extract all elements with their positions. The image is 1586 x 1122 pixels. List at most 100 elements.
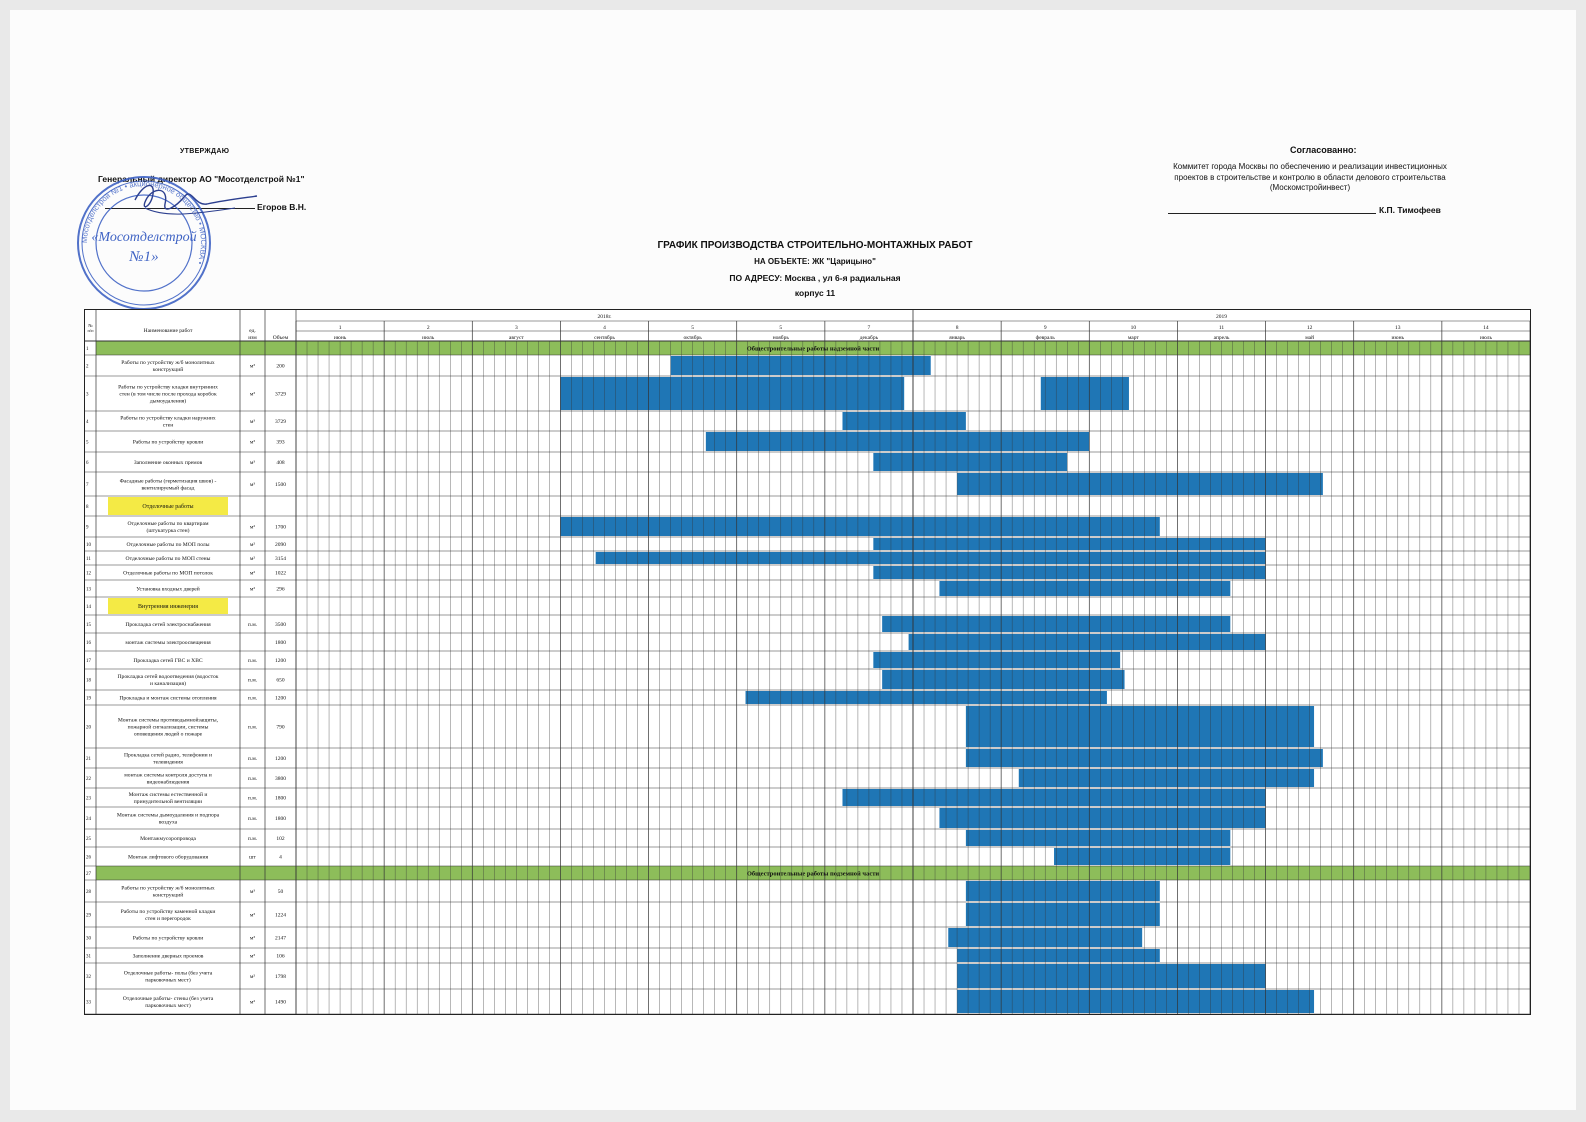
gantt-bar <box>965 706 1315 747</box>
gantt-bar <box>873 566 1266 579</box>
section-title: Общестроительные работы надземной части <box>747 346 880 353</box>
row-number: 33 <box>86 1001 92 1006</box>
work-name: стен и перегородок <box>145 916 191 922</box>
gantt-bar <box>965 881 1160 901</box>
work-unit: п.м. <box>248 622 258 628</box>
gantt-bar <box>1040 377 1129 410</box>
work-volume: 1800 <box>275 796 286 802</box>
agree-signature-line <box>1168 213 1376 214</box>
subsection-highlight <box>108 497 228 515</box>
gantt-bar <box>873 538 1266 550</box>
month-number: 13 <box>1395 325 1401 331</box>
work-volume: 1800 <box>275 816 286 822</box>
approve-name: Егоров В.Н. <box>257 202 307 212</box>
gantt-chart: №п/п Наименование работ ед.изм Объем 2018г. 2… <box>84 309 1531 1015</box>
work-unit: м³ <box>250 392 255 398</box>
subsection-title: Внутренняя инженерия <box>138 604 198 610</box>
gantt-bar <box>842 789 1266 806</box>
row-number: 15 <box>86 623 92 628</box>
work-unit: п.м. <box>248 796 258 802</box>
gantt-bar <box>560 377 905 410</box>
month-name: май <box>1305 334 1314 341</box>
work-unit: м³ <box>250 913 255 919</box>
work-name: Прокладка сетей водоотведения (водосток <box>118 673 219 680</box>
work-unit: п.м. <box>248 658 258 664</box>
month-name: февраль <box>1036 334 1056 341</box>
work-unit: м³ <box>250 419 255 425</box>
work-name: парковочных мест) <box>145 977 191 984</box>
work-name: Прокладка сетей радио, телефонии и <box>124 751 212 758</box>
gantt-bar <box>560 517 1160 536</box>
work-unit: м² <box>250 587 255 593</box>
row-number: 8 <box>86 505 89 510</box>
work-name: Заполнение оконных премов <box>134 460 203 466</box>
month-number: 9 <box>1044 325 1047 331</box>
month-name: апрель <box>1214 335 1230 341</box>
approve-position: Генеральный директор АО "Мосотделстрой №… <box>98 174 305 184</box>
work-name: Работы по устройству кровли <box>133 935 204 942</box>
work-unit: м² <box>250 525 255 531</box>
gantt-bar <box>670 356 931 375</box>
table-border <box>84 309 1531 1015</box>
work-unit: м³ <box>250 889 255 895</box>
header-unit: ед. <box>249 328 256 334</box>
section-band <box>96 866 1530 880</box>
work-unit: м³ <box>250 482 255 488</box>
month-name: июнь <box>1392 335 1405 341</box>
work-volume: 3800 <box>275 776 286 782</box>
work-unit: п.м. <box>248 725 258 731</box>
work-name: Монтаж системы дымоудаления и подпора <box>117 812 220 818</box>
work-name: Отделочные работы по МОП полы <box>127 541 210 548</box>
row-number: 30 <box>86 937 92 942</box>
month-number: 11 <box>1219 325 1225 331</box>
work-unit: п.м. <box>248 776 258 782</box>
work-unit: м² <box>250 1000 255 1006</box>
month-name: июнь <box>334 335 347 341</box>
row-number: 3 <box>86 393 89 398</box>
work-unit: п.м. <box>248 696 258 702</box>
gantt-bar <box>939 581 1231 596</box>
row-number: 21 <box>86 757 92 762</box>
work-volume: 1224 <box>275 913 286 919</box>
work-name: Прокладка сетей электроснабжения <box>125 621 211 628</box>
work-volume: 1500 <box>275 482 286 488</box>
month-number: 4 <box>603 325 606 331</box>
work-name: Отделочные работы по МОП потолок <box>123 570 213 577</box>
month-number: 2 <box>427 325 430 331</box>
header-num-pp: п/п <box>87 328 94 333</box>
row-number: 32 <box>86 975 92 980</box>
month-name: январь <box>949 335 965 341</box>
work-name: и канализация) <box>150 680 186 687</box>
month-name: март <box>1128 335 1140 341</box>
work-unit: м² <box>250 571 255 577</box>
work-volume: 408 <box>276 460 285 466</box>
work-name: принудительной вентиляции <box>134 798 202 805</box>
work-name: телевидения <box>153 760 183 766</box>
work-volume: 1200 <box>275 756 286 762</box>
gantt-bar <box>957 949 1160 962</box>
work-volume: 106 <box>276 954 285 960</box>
work-name: видеонаблюдения <box>147 779 190 786</box>
month-number: 7 <box>868 325 871 331</box>
work-unit: м³ <box>250 460 255 466</box>
year-label: 2019 <box>1216 314 1227 320</box>
gantt-bar <box>705 432 1090 451</box>
work-name: Монтаж системы естественной и <box>129 791 208 798</box>
work-unit: м² <box>250 542 255 548</box>
work-volume: 650 <box>276 678 285 684</box>
row-number: 1 <box>86 347 89 352</box>
row-number: 20 <box>86 726 92 731</box>
work-volume: 50 <box>278 889 284 895</box>
work-volume: 296 <box>276 587 285 593</box>
row-number: 28 <box>86 890 92 895</box>
work-name: Заполнение дверных проемов <box>133 954 204 960</box>
work-unit: м³ <box>250 440 255 446</box>
header-num: № <box>88 323 92 328</box>
month-name: сентябрь <box>594 334 615 341</box>
work-unit: п.м. <box>248 836 258 842</box>
work-name: Установка входных дверей <box>136 586 200 593</box>
gantt-bar <box>965 830 1231 846</box>
month-number: 5 <box>779 325 782 331</box>
gantt-bar <box>882 670 1125 689</box>
header-name: Наименование работ <box>144 327 193 334</box>
